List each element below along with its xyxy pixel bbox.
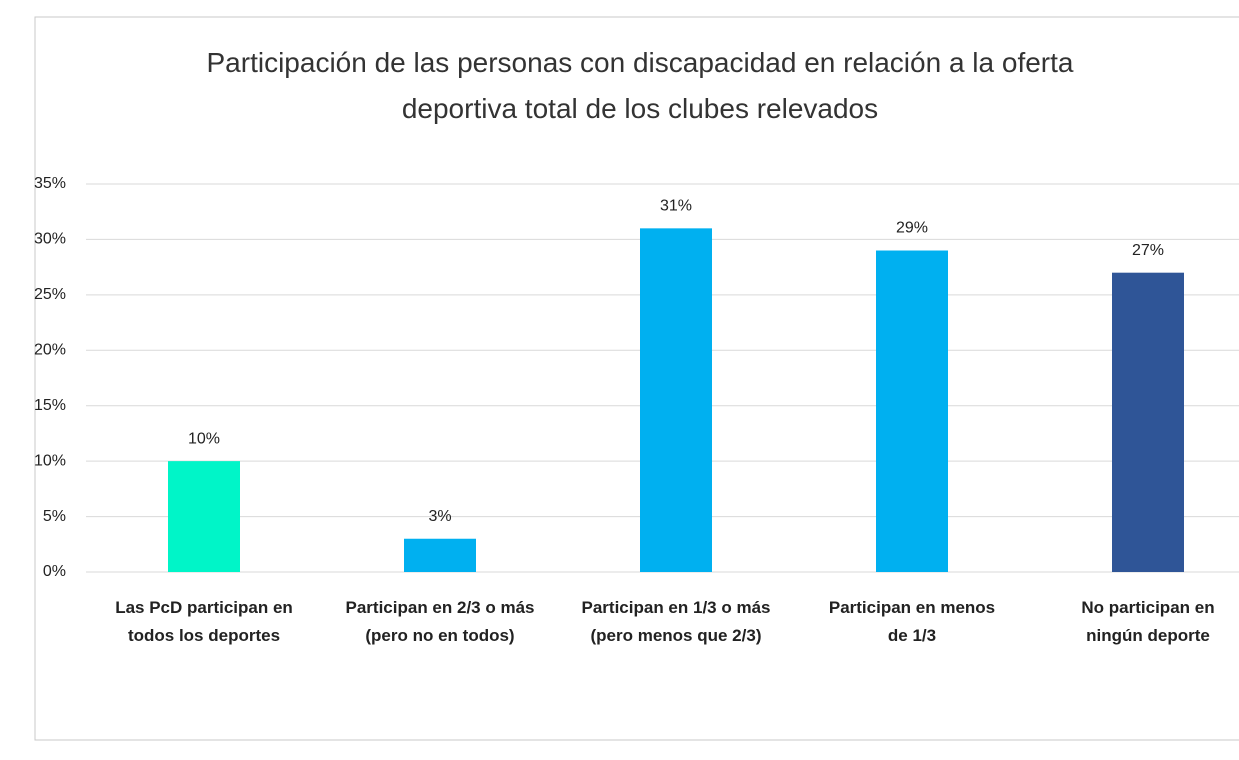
y-tick-label: 25%	[34, 286, 66, 303]
y-tick-label: 30%	[34, 231, 66, 248]
bar	[404, 538, 476, 572]
y-tick-label: 0%	[43, 563, 66, 580]
y-tick-label: 10%	[34, 452, 66, 469]
value-label: 29%	[896, 220, 928, 237]
chart-frame	[34, 16, 1239, 741]
bar	[168, 461, 240, 572]
bar	[876, 250, 948, 572]
x-tick-label: No participan en ningún deporte	[1081, 598, 1215, 645]
value-label: 31%	[660, 198, 692, 215]
x-tick-label: Participan en menos de 1/3	[828, 598, 996, 645]
y-tick-label: 5%	[43, 508, 66, 525]
value-label: 3%	[428, 508, 451, 525]
y-tick-label: 20%	[34, 342, 66, 359]
x-tick-label: Participan en 1/3 o más (pero menos que …	[581, 598, 771, 645]
y-tick-label: 15%	[34, 397, 66, 414]
x-tick-label: Las PcD participan en todos los deportes	[115, 598, 293, 645]
value-label: 10%	[188, 430, 220, 447]
value-label: 27%	[1132, 242, 1164, 259]
bar	[1112, 272, 1184, 572]
bar	[640, 228, 712, 573]
y-tick-label: 35%	[34, 175, 66, 192]
chart-title: Participación de las personas con discap…	[206, 47, 1074, 124]
x-tick-label: Participan en 2/3 o más (pero no en todo…	[345, 598, 535, 645]
